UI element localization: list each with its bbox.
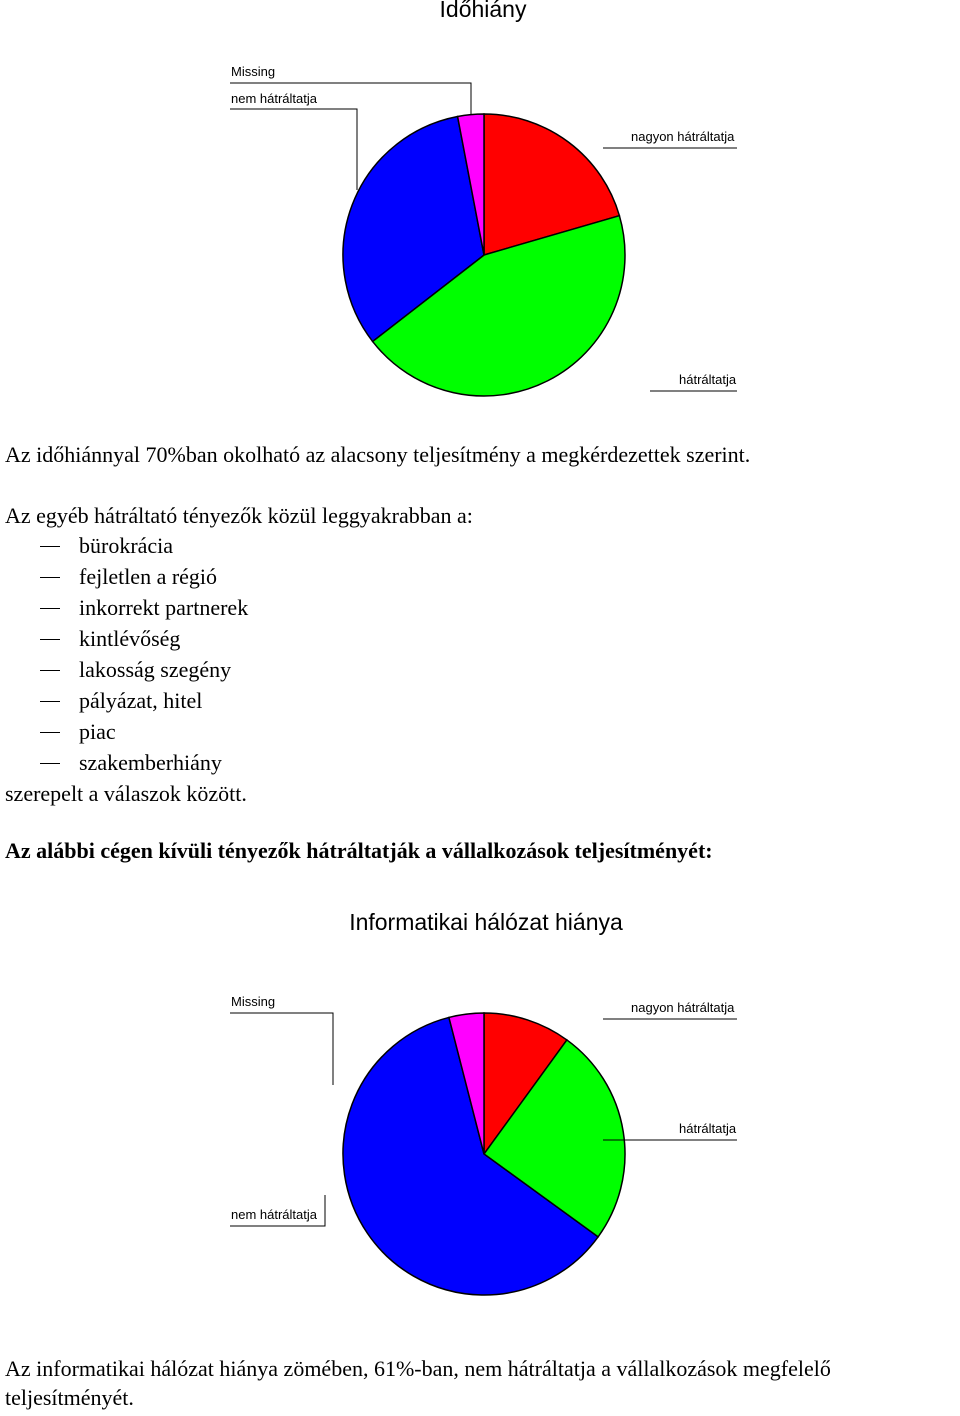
summary-paragraph-1: Az időhiánnyal 70%ban okolható az alacso… <box>5 442 751 467</box>
chart2-label-nem: nem hátráltatja <box>231 1207 317 1222</box>
dash-bullet <box>40 608 60 610</box>
list-item: pályázat, hitel <box>40 688 202 714</box>
chart1-slice-nagyon-hatraltatja <box>483 113 621 256</box>
dash-bullet <box>40 732 60 734</box>
chart1-label-missing: Missing <box>231 64 276 79</box>
chart2-leader-lines <box>230 1012 737 1227</box>
chart2-pie <box>342 1012 626 1296</box>
chart2-slice-hatraltatja <box>482 1038 626 1238</box>
chart2-title: Informatikai hálózat hiánya <box>349 909 623 935</box>
chart2-slice-nagyon-hatraltatja <box>483 1012 568 1157</box>
dash-bullet <box>40 670 60 672</box>
chart2-label-missing: Missing <box>231 994 276 1009</box>
chart1-title: Időhiány <box>439 0 527 22</box>
dash-bullet <box>40 577 60 579</box>
chart1-label-nem: nem hátráltatja <box>231 91 317 106</box>
chart1-label-hatraltatja: hátráltatja <box>679 372 737 387</box>
chart2-label-hatraltatja: hátráltatja <box>679 1121 737 1136</box>
chart1-slice-hatraltatja <box>371 214 626 397</box>
list-item: inkorrekt partnerek <box>40 595 248 621</box>
chart1-label-nagyon: nagyon hátráltatja <box>631 129 735 144</box>
chart2-slice-missing <box>448 1012 485 1155</box>
summary-paragraph-2-line2: teljesítményét. <box>5 1385 134 1410</box>
list-item: piac <box>40 719 116 745</box>
chart1-leader-lines <box>230 82 737 392</box>
list-item: kintlévőség <box>40 626 180 652</box>
section-heading: Az alábbi cégen kívüli tényezők hátrálta… <box>5 838 713 863</box>
chart2-slice-nem-hatraltatja <box>342 1016 600 1296</box>
list-item: szakemberhiány <box>40 750 222 776</box>
dash-bullet <box>40 639 60 641</box>
chart1-pie <box>342 113 626 397</box>
chart1-slice-nem-hatraltatja <box>342 115 485 343</box>
list-item: fejletlen a régió <box>40 564 217 590</box>
list-item: bürokrácia <box>40 533 173 559</box>
summary-paragraph-2-line1: Az informatikai hálózat hiánya zömében, … <box>5 1356 831 1381</box>
dash-bullet <box>40 546 60 548</box>
intro-paragraph: Az egyéb hátráltató tényezők közül leggy… <box>5 503 473 528</box>
dash-bullet <box>40 763 60 765</box>
outro-paragraph: szerepelt a válaszok között. <box>5 781 247 806</box>
chart2-label-nagyon: nagyon hátráltatja <box>631 1000 735 1015</box>
list-item: lakosság szegény <box>40 657 231 683</box>
dash-bullet <box>40 701 60 703</box>
